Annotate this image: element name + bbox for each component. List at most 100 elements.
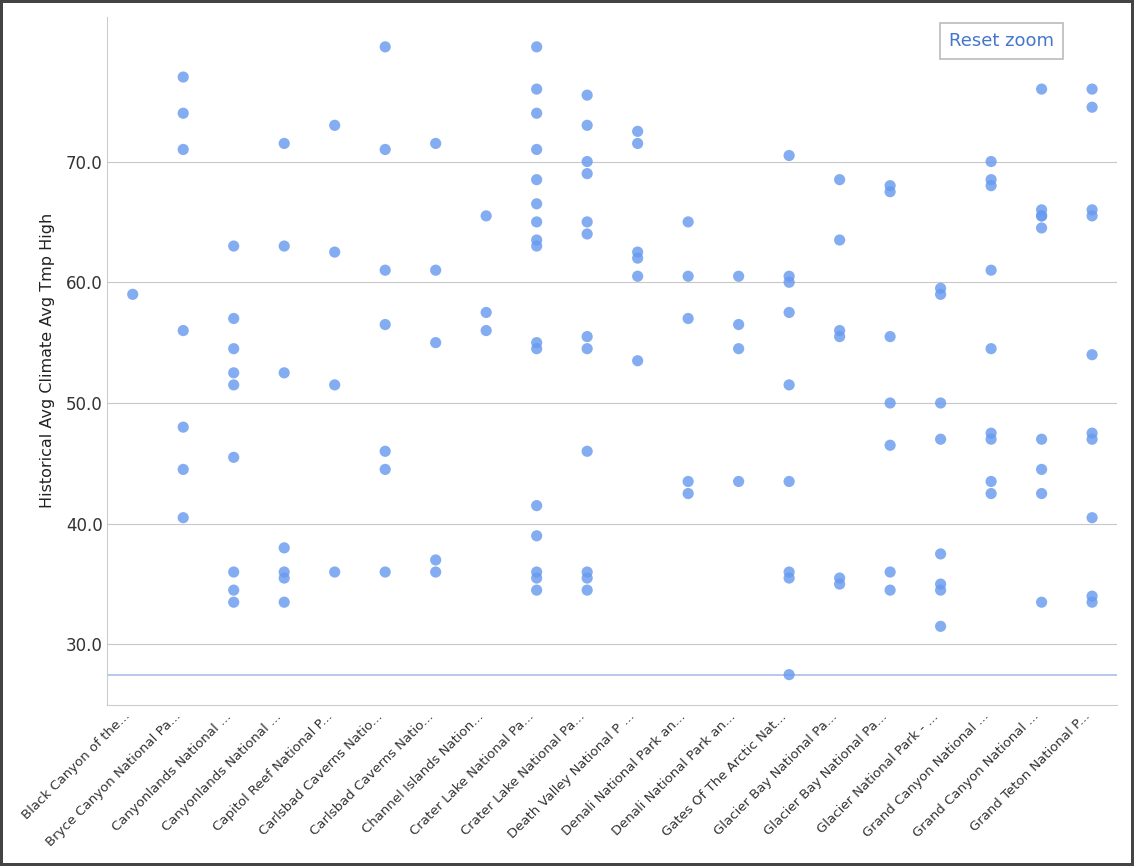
Point <box>527 172 545 186</box>
Point <box>578 227 596 241</box>
Point <box>628 251 646 265</box>
Point <box>426 263 445 277</box>
Point <box>376 444 395 458</box>
Point <box>1083 100 1101 114</box>
Point <box>1083 348 1101 362</box>
Point <box>175 70 193 84</box>
Point <box>780 378 798 391</box>
Point <box>729 342 747 356</box>
Point <box>276 571 294 585</box>
Point <box>1033 209 1051 223</box>
Point <box>780 668 798 682</box>
Point <box>276 366 294 380</box>
Point <box>325 119 344 132</box>
Point <box>527 583 545 597</box>
Point <box>628 354 646 368</box>
Point <box>931 396 949 410</box>
Point <box>527 565 545 579</box>
Point <box>527 342 545 356</box>
Point <box>729 475 747 488</box>
Point <box>780 275 798 289</box>
Point <box>276 541 294 555</box>
Point <box>578 119 596 132</box>
Point <box>1083 209 1101 223</box>
Point <box>426 565 445 579</box>
Point <box>780 149 798 163</box>
Point <box>527 233 545 247</box>
Point <box>1083 432 1101 446</box>
Point <box>982 475 1000 488</box>
Point <box>225 366 243 380</box>
Point <box>679 269 697 283</box>
Point <box>679 312 697 326</box>
Point <box>225 378 243 391</box>
Point <box>225 450 243 464</box>
Point <box>225 565 243 579</box>
Point <box>376 565 395 579</box>
Point <box>830 324 848 338</box>
Point <box>982 178 1000 192</box>
Point <box>376 263 395 277</box>
Point <box>527 571 545 585</box>
Point <box>982 426 1000 440</box>
Point <box>527 215 545 229</box>
Point <box>1083 82 1101 96</box>
Point <box>124 288 142 301</box>
Point <box>578 565 596 579</box>
Point <box>578 444 596 458</box>
Point <box>578 215 596 229</box>
Point <box>225 342 243 356</box>
Point <box>1083 426 1101 440</box>
Point <box>881 178 899 192</box>
Point <box>376 462 395 476</box>
Point <box>780 565 798 579</box>
Point <box>477 209 496 223</box>
Point <box>527 40 545 54</box>
Point <box>628 137 646 151</box>
Point <box>931 547 949 561</box>
Point <box>982 172 1000 186</box>
Point <box>982 155 1000 169</box>
Point <box>175 324 193 338</box>
Point <box>931 288 949 301</box>
Point <box>1033 595 1051 609</box>
Point <box>527 143 545 157</box>
Point <box>225 312 243 326</box>
Point <box>830 330 848 344</box>
Point <box>578 155 596 169</box>
Point <box>1083 589 1101 603</box>
Point <box>982 263 1000 277</box>
Point <box>225 239 243 253</box>
Point <box>527 82 545 96</box>
Point <box>578 166 596 180</box>
Point <box>477 306 496 320</box>
Point <box>982 487 1000 501</box>
Point <box>225 583 243 597</box>
Point <box>527 107 545 120</box>
Point <box>679 215 697 229</box>
Point <box>276 239 294 253</box>
Point <box>1083 511 1101 525</box>
Point <box>931 619 949 633</box>
Point <box>1033 432 1051 446</box>
Point <box>325 245 344 259</box>
Point <box>276 137 294 151</box>
Y-axis label: Historical Avg Climate Avg Tmp High: Historical Avg Climate Avg Tmp High <box>40 213 54 508</box>
Point <box>931 577 949 591</box>
Text: Reset zoom: Reset zoom <box>949 32 1053 49</box>
Point <box>578 330 596 344</box>
Point <box>982 342 1000 356</box>
Point <box>881 438 899 452</box>
Point <box>1033 487 1051 501</box>
Point <box>175 511 193 525</box>
Point <box>175 420 193 434</box>
Point <box>679 487 697 501</box>
Point <box>780 306 798 320</box>
Point <box>1083 595 1101 609</box>
Point <box>830 577 848 591</box>
Point <box>376 318 395 332</box>
Point <box>527 499 545 513</box>
Point <box>931 432 949 446</box>
Point <box>376 40 395 54</box>
Point <box>276 595 294 609</box>
